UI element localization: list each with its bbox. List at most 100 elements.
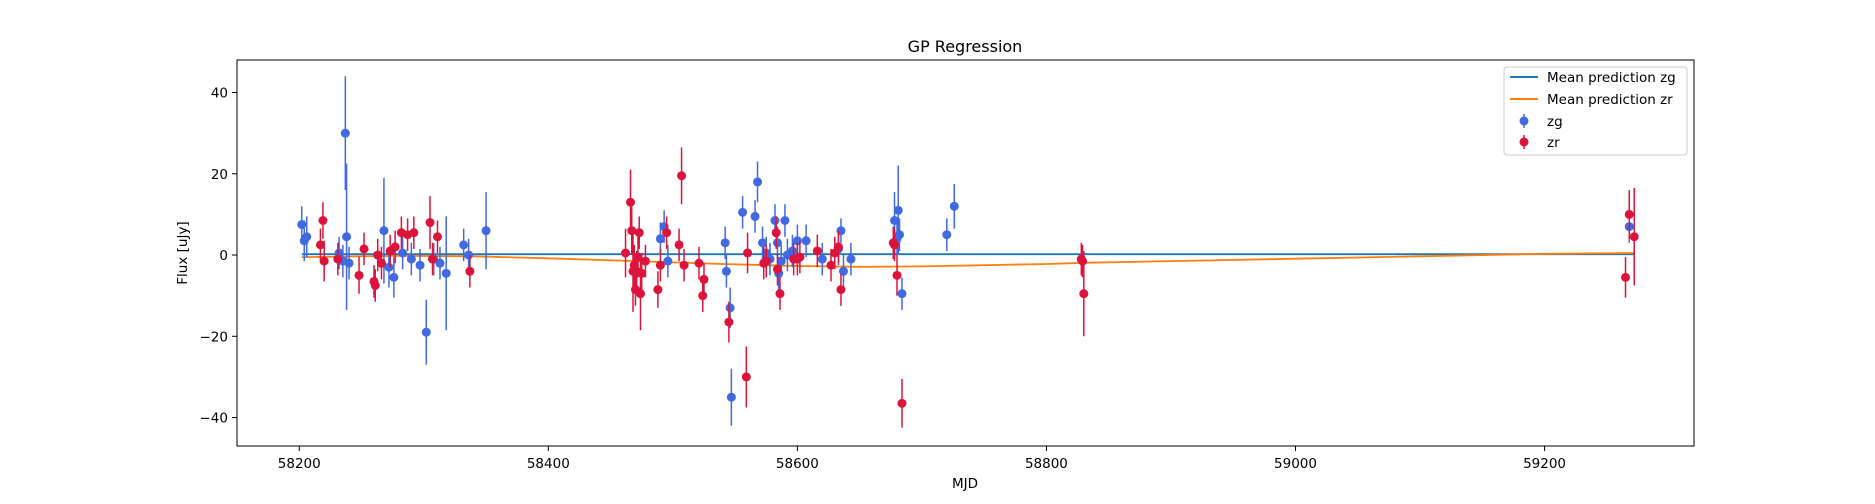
zr-data-point <box>621 228 631 278</box>
zr-data-point <box>699 263 709 296</box>
zr-data-point <box>318 202 328 239</box>
zg-marker <box>897 289 907 299</box>
zr-marker <box>354 270 364 280</box>
zr-marker <box>1624 209 1634 219</box>
zr-data-point <box>890 228 900 262</box>
zr-marker <box>425 218 435 228</box>
legend-label-zr-line: Mean prediction zr <box>1547 92 1673 108</box>
y-tick-label: 40 <box>211 86 228 102</box>
zr-marker <box>771 228 781 238</box>
zg-marker <box>738 207 748 217</box>
legend: Mean prediction zg Mean prediction zr zg… <box>1503 66 1688 156</box>
zg-marker <box>750 211 760 221</box>
zg-data-point <box>459 228 469 262</box>
zr-marker <box>892 270 902 280</box>
zg-data-point <box>738 196 748 229</box>
zg-data-point <box>406 242 416 276</box>
zg-marker <box>441 268 451 278</box>
legend-label-zg: zg <box>1547 114 1563 130</box>
zg-marker <box>344 258 354 268</box>
legend-label-zg-line: Mean prediction zg <box>1547 70 1676 86</box>
x-tick-label: 58600 <box>776 456 819 472</box>
zg-data-point <box>753 161 763 203</box>
zg-data-point <box>801 224 811 258</box>
zg-marker <box>720 238 730 248</box>
zr-data-point <box>640 244 650 278</box>
zr-data-point <box>634 216 644 249</box>
zg-data-point <box>817 242 827 276</box>
zr-marker <box>743 248 753 258</box>
zr-data-point <box>724 301 734 343</box>
zr-marker <box>679 260 689 270</box>
zr-marker <box>635 289 645 299</box>
zr-data-point <box>741 346 751 408</box>
zr-marker <box>694 258 704 268</box>
zg-data-point <box>776 244 786 278</box>
x-tick-label: 58400 <box>527 456 570 472</box>
zr-data-point <box>465 255 475 288</box>
zg-data-point <box>894 218 904 251</box>
zr-marker <box>333 254 343 264</box>
zg-marker <box>406 254 416 264</box>
zg-data-point <box>421 299 431 365</box>
zr-data-point <box>359 232 369 266</box>
zr-marker <box>897 398 907 408</box>
zg-data-point <box>302 216 312 258</box>
zg-data-point <box>415 248 425 282</box>
zg-marker <box>942 230 952 240</box>
zr-marker <box>1079 289 1089 299</box>
zr-data-point <box>1629 187 1639 286</box>
zr-marker <box>772 264 782 274</box>
zg-marker <box>787 246 797 256</box>
zg-marker <box>421 327 431 337</box>
zr-marker <box>662 228 672 238</box>
zr-marker <box>836 285 846 295</box>
zg-marker <box>302 232 312 242</box>
zr-marker <box>634 228 644 238</box>
zg-marker <box>846 254 856 264</box>
zr-data-point <box>833 230 843 264</box>
zg-marker <box>893 205 903 215</box>
zr-data-point <box>390 230 400 264</box>
zg-data-point <box>441 216 451 331</box>
prediction-lines-layer <box>301 252 1635 268</box>
zr-data-point <box>333 242 343 276</box>
zr-marker <box>795 252 805 262</box>
legend-label-zr: zr <box>1547 135 1560 151</box>
zg-data-point <box>897 277 907 310</box>
data-points-layer <box>297 76 1639 428</box>
zr-marker <box>698 291 708 301</box>
mean-prediction-zr-line <box>301 252 1635 268</box>
zg-marker <box>389 272 399 282</box>
zg-marker <box>481 226 491 236</box>
zr-data-point <box>626 169 636 235</box>
zr-data-point <box>795 240 805 274</box>
zg-marker <box>459 240 469 250</box>
zr-marker <box>826 260 836 270</box>
zg-marker <box>894 230 904 240</box>
zr-marker <box>428 254 438 264</box>
plot-frame <box>236 59 1695 447</box>
zr-data-point <box>679 248 689 282</box>
zr-data-point <box>354 257 364 294</box>
zg-marker <box>398 248 408 258</box>
zg-data-point <box>481 192 491 270</box>
zg-data-point <box>340 76 350 191</box>
zr-data-point <box>409 216 419 249</box>
y-tick-label: −40 <box>200 411 229 427</box>
zg-data-point <box>780 204 790 237</box>
zr-marker <box>465 266 475 276</box>
y-tick-label: −20 <box>200 329 229 345</box>
zr-data-point <box>370 269 380 302</box>
zr-marker <box>376 258 386 268</box>
zr-marker <box>621 248 631 258</box>
zr-marker <box>627 226 637 236</box>
zr-marker <box>315 240 325 250</box>
chart-title: GP Regression <box>908 37 1023 56</box>
zg-data-point <box>726 368 736 426</box>
zg-marker <box>726 392 736 402</box>
zr-data-point <box>775 277 785 310</box>
zr-marker <box>390 242 400 252</box>
